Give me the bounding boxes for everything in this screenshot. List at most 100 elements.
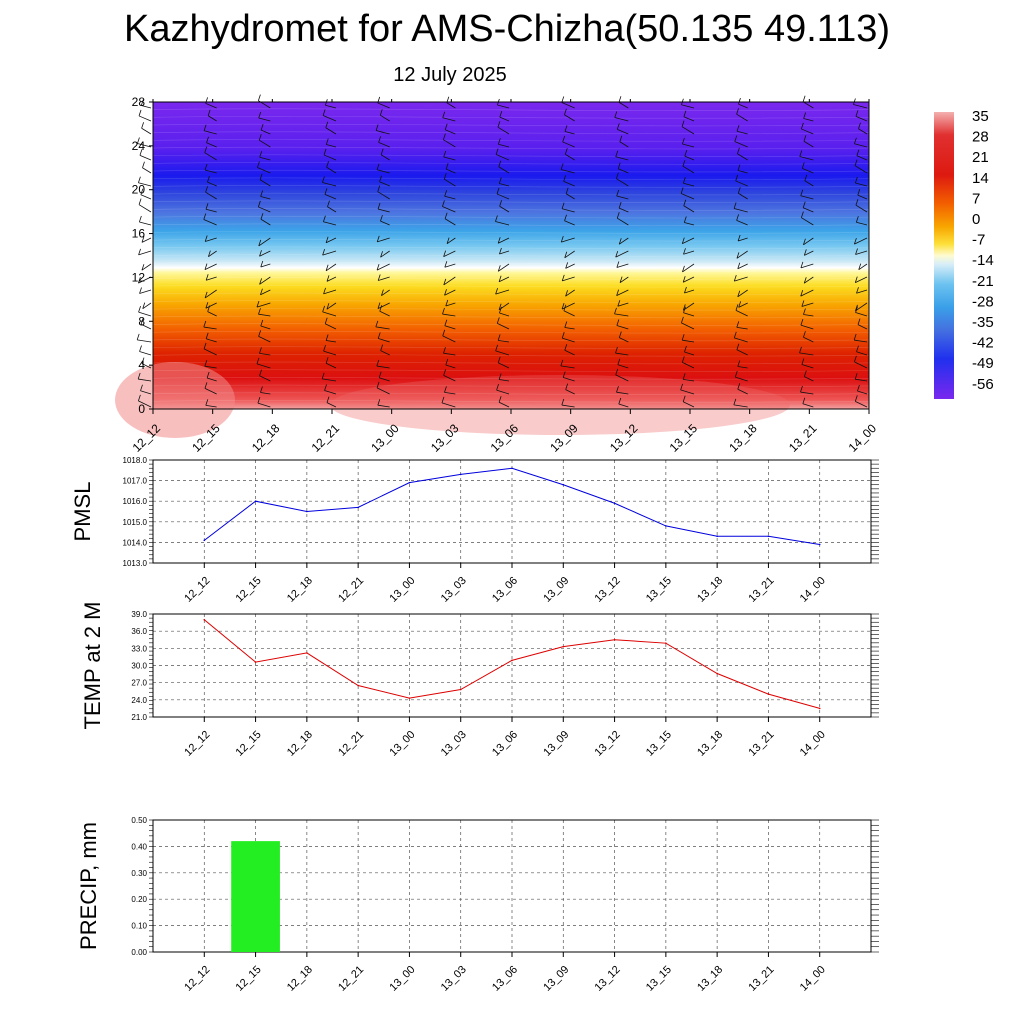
y-tick-label: 21.0 [131,713,147,722]
wind-barb [206,142,217,148]
wind-barb-flag [325,236,329,243]
wind-barb-flag [325,264,329,271]
wind-barb [499,379,510,382]
wind-barb-flag [681,237,685,244]
wind-barb-flag [205,399,209,406]
wind-barb [446,237,456,244]
wind-barb-flag [139,345,142,352]
wind-barb [376,169,390,174]
wind-barb [619,276,629,283]
wind-barb [256,302,271,308]
wind-barb [325,237,337,244]
wind-barb [801,128,814,135]
wind-barb [681,104,695,109]
wind-barb-flag [800,289,804,297]
wind-barb-flag [444,123,448,130]
wind-barb [141,237,152,243]
wind-barb-flag [736,108,739,115]
wind-barb [205,302,217,309]
wind-barb [684,222,695,226]
chart-date: 12 July 2025 [393,64,507,86]
x-tick-label: 13_06 [490,964,520,994]
wind-barb-flag [260,319,264,327]
wind-barb [496,389,510,395]
wind-barb-flag [207,175,210,183]
wind-barb [737,263,748,270]
wind-barb [323,154,337,161]
wind-barb-flag [260,213,264,220]
wind-barb [445,129,456,135]
wind-barb [203,348,217,356]
wind-barb-flag [496,187,500,195]
wind-barb-flag [857,188,861,196]
wind-barb [614,117,629,122]
wind-barb-flag [562,135,566,143]
wind-barb-flag [258,330,262,337]
wind-barb-flag [801,358,805,365]
wind-barb-flag [498,396,502,403]
x-tick-label: 13_18 [726,421,760,455]
wind-barb-flag [321,372,325,380]
wind-barb [618,168,629,174]
wind-barb [616,325,629,330]
wind-barb [444,178,456,187]
wind-barb-flag [680,187,684,194]
wind-barb [380,114,390,122]
heatmap-fill [153,102,869,409]
wind-barb [324,390,337,395]
wind-barb-flag [259,151,263,158]
wind-barb-flag [138,248,141,255]
wind-barb-flag [803,238,806,245]
heatmap-contour [152,323,870,326]
wind-barb [138,276,152,284]
wind-barb-flag [564,148,568,155]
heatmap-contour [152,177,870,180]
wind-barb-flag [618,331,622,338]
heatmap-contour [152,246,870,249]
wind-barb-flag [441,396,445,403]
wind-barb-flag [738,97,741,105]
y-tick-label: 1016.0 [123,497,148,506]
x-tick-label: 13_21 [786,421,820,455]
x-tick-label: 13_12 [593,729,623,759]
heatmap-contour [152,185,870,188]
wind-barb-flag [497,356,501,363]
x-tick-label: 13_03 [439,729,469,759]
wind-barb-flag [208,250,211,257]
wind-barb [498,237,510,244]
wind-barb-flag [737,360,741,367]
wind-barb-flag [443,250,447,257]
wind-barb [618,101,629,109]
wind-barb-flag [323,215,326,222]
x-tick-label: 13_15 [644,729,674,759]
wind-barb-flag [733,202,737,209]
wind-barb-flag [682,395,686,402]
x-tick-label: 12_21 [336,964,366,994]
heatmap-contour [152,139,870,142]
wind-barb [684,289,695,294]
wind-barb [379,377,390,382]
wind-barb [260,289,271,296]
wind-barb-flag [140,318,144,325]
wind-barb [561,169,575,174]
wind-barb [737,153,748,161]
wind-barb-flag [803,277,807,284]
colorbar-label: -7 [972,232,985,249]
wind-barb [499,250,510,255]
x-tick-label: 12_18 [249,421,283,455]
pmsl-panel: 1013.0 1014.0 1015.0 1016.0 1017.0 1018.0 12_1… [70,456,879,605]
wind-barb-flag [443,173,447,180]
wind-barb [496,193,510,200]
wind-barb-flag [800,122,804,130]
x-tick-label: 13_18 [695,575,725,605]
wind-barb-flag [564,108,567,115]
data-point [306,652,308,654]
wind-barb-flag [375,124,379,131]
wind-barb [380,350,390,356]
wind-barb-flag [564,214,567,221]
wind-barb [497,104,510,109]
wind-barb [855,378,868,382]
wind-barb [137,143,152,148]
wind-barb-flag [616,123,620,130]
wind-barb-flag [856,345,859,352]
